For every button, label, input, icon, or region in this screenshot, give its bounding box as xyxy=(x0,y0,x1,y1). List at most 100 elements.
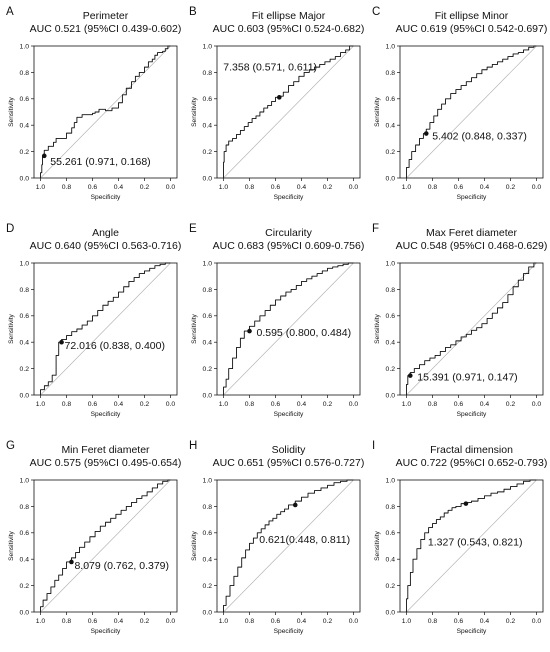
y-axis-label: Sensitivity xyxy=(374,313,381,343)
panel-letter: A xyxy=(6,6,14,18)
y-tick-label: 0.6 xyxy=(203,96,213,103)
reference-diagonal xyxy=(40,479,171,613)
x-tick-label: 0.6 xyxy=(271,401,281,408)
reference-diagonal xyxy=(40,45,171,179)
x-tick-label: 0.4 xyxy=(480,618,490,625)
roc-curve xyxy=(406,45,537,178)
x-tick-label: 0.4 xyxy=(114,184,124,191)
y-tick-label: 0.2 xyxy=(386,583,396,590)
y-axis-label: Sensitivity xyxy=(191,96,198,126)
y-tick-label: 0.0 xyxy=(203,175,213,182)
y-tick-label: 0.0 xyxy=(203,609,213,616)
reference-diagonal xyxy=(223,262,354,396)
x-tick-label: 1.0 xyxy=(219,401,229,408)
chart-subtitle: AUC 0.548 (95%CI 0.468-0.629) xyxy=(396,240,548,252)
x-tick-label: 1.0 xyxy=(36,618,46,625)
y-tick-label: 0.2 xyxy=(203,583,213,590)
y-tick-label: 0.2 xyxy=(203,149,213,156)
cutoff-label: 55.261 (0.971, 0.168) xyxy=(50,156,150,168)
y-tick-label: 0.6 xyxy=(386,96,396,103)
roc-panel-g: G Min Feret diameter AUC 0.575 (95%CI 0.49… xyxy=(0,434,183,651)
chart-title: Solidity xyxy=(272,444,307,456)
x-axis-label: Specificity xyxy=(457,411,487,418)
x-tick-label: 0.2 xyxy=(323,618,333,625)
x-tick-label: 0.6 xyxy=(88,401,98,408)
chart-subtitle: AUC 0.683 (95%CI 0.609-0.756) xyxy=(213,240,365,252)
panel-letter: F xyxy=(372,223,379,235)
reference-diagonal xyxy=(223,479,354,613)
x-tick-label: 1.0 xyxy=(219,184,229,191)
y-tick-label: 0.4 xyxy=(386,340,396,347)
chart-title: Fractal dimension xyxy=(430,444,513,456)
chart-title: Fit ellipse Minor xyxy=(435,10,509,22)
y-tick-label: 0.0 xyxy=(386,175,396,182)
reference-diagonal xyxy=(223,45,354,179)
y-tick-label: 0.6 xyxy=(386,313,396,320)
cutoff-point xyxy=(247,328,252,334)
chart-subtitle: AUC 0.603 (95%CI 0.524-0.682) xyxy=(213,23,365,35)
y-tick-label: 0.8 xyxy=(203,70,213,77)
x-tick-label: 0.0 xyxy=(349,618,359,625)
y-tick-label: 0.0 xyxy=(20,175,30,182)
reference-diagonal xyxy=(406,479,537,613)
y-axis-label: Sensitivity xyxy=(8,96,15,126)
x-tick-label: 0.6 xyxy=(454,184,464,191)
y-tick-label: 0.2 xyxy=(386,366,396,373)
chart-subtitle: AUC 0.619 (95%CI 0.542-0.697) xyxy=(396,23,548,35)
y-tick-label: 1.0 xyxy=(20,477,30,484)
y-tick-label: 0.8 xyxy=(386,70,396,77)
x-tick-label: 0.0 xyxy=(166,618,176,625)
x-tick-label: 0.4 xyxy=(297,618,307,625)
roc-curve xyxy=(406,479,537,612)
chart-title: Circularity xyxy=(265,227,312,239)
y-tick-label: 1.0 xyxy=(203,43,213,50)
y-axis-label: Sensitivity xyxy=(374,96,381,126)
y-tick-label: 0.4 xyxy=(20,123,30,130)
x-tick-label: 0.6 xyxy=(271,184,281,191)
x-tick-label: 0.0 xyxy=(532,184,542,191)
x-tick-label: 0.4 xyxy=(480,184,490,191)
y-tick-label: 0.0 xyxy=(386,392,396,399)
y-tick-label: 0.6 xyxy=(203,530,213,537)
y-tick-label: 0.4 xyxy=(203,340,213,347)
x-tick-label: 0.4 xyxy=(297,401,307,408)
panel-letter: H xyxy=(189,440,197,452)
x-axis-label: Specificity xyxy=(457,194,487,201)
cutoff-point xyxy=(423,131,429,136)
x-tick-label: 0.8 xyxy=(245,618,255,625)
x-tick-label: 1.0 xyxy=(402,401,412,408)
cutoff-label: 0.621(0.448, 0.811) xyxy=(259,534,350,546)
y-tick-label: 0.0 xyxy=(20,392,30,399)
x-tick-label: 0.6 xyxy=(454,618,464,625)
roc-curve xyxy=(223,479,354,612)
roc-panel-a: A Perimeter AUC 0.521 (95%CI 0.439-0.602) 1… xyxy=(0,0,183,217)
x-axis-label: Specificity xyxy=(274,411,304,418)
x-tick-label: 0.4 xyxy=(114,401,124,408)
panel-letter: E xyxy=(189,223,197,235)
x-axis-label: Specificity xyxy=(91,194,121,201)
y-tick-label: 0.6 xyxy=(20,313,30,320)
y-tick-label: 0.8 xyxy=(386,504,396,511)
y-tick-label: 1.0 xyxy=(20,43,30,50)
y-tick-label: 0.6 xyxy=(386,530,396,537)
y-tick-label: 0.0 xyxy=(20,609,30,616)
x-tick-label: 0.6 xyxy=(454,401,464,408)
reference-diagonal xyxy=(40,262,171,396)
roc-curve xyxy=(40,45,171,178)
x-axis-label: Specificity xyxy=(457,628,487,635)
x-tick-label: 1.0 xyxy=(36,401,46,408)
cutoff-label: 72.016 (0.838, 0.400) xyxy=(65,340,165,352)
roc-panel-b: B Fit ellipse Major AUC 0.603 (95%CI 0.524… xyxy=(183,0,366,217)
x-tick-label: 0.0 xyxy=(166,401,176,408)
y-axis-label: Sensitivity xyxy=(8,313,15,343)
y-tick-label: 0.2 xyxy=(20,583,30,590)
y-tick-label: 1.0 xyxy=(203,477,213,484)
x-tick-label: 1.0 xyxy=(219,618,229,625)
reference-diagonal xyxy=(406,262,537,396)
roc-panel-d: D Angle AUC 0.640 (95%CI 0.563-0.716) 1.0 0.… xyxy=(0,217,183,434)
y-tick-label: 0.4 xyxy=(203,557,213,564)
cutoff-point xyxy=(463,501,469,506)
